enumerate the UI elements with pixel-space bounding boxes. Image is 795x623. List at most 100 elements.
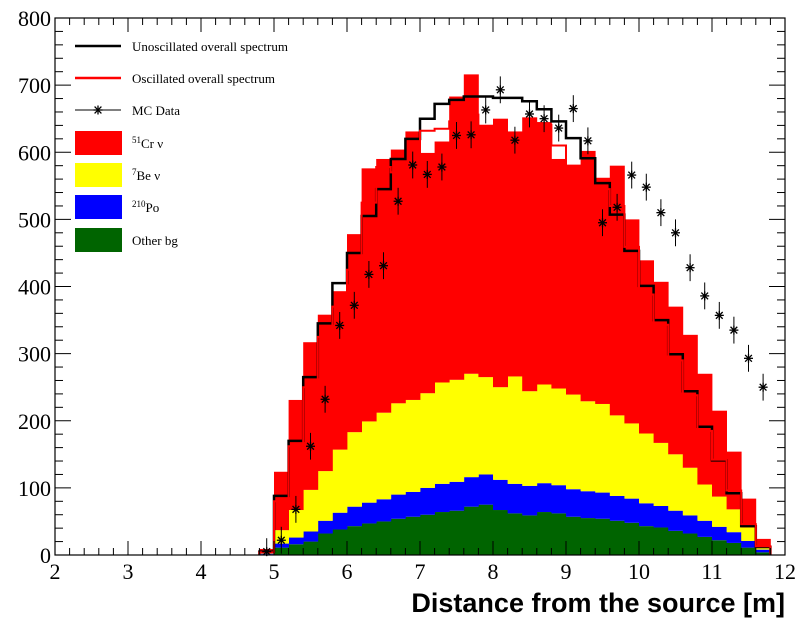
mc-data-point-28 xyxy=(671,219,680,247)
bar-51cr--15 xyxy=(478,124,494,378)
y-tick-label-800: 800 xyxy=(18,6,51,31)
mc-data-point-4 xyxy=(320,385,330,413)
legend-label-6: Other bg xyxy=(132,233,178,248)
mc-data-point-18 xyxy=(525,100,534,128)
legend-label-1: Oscillated overall spectrum xyxy=(132,71,275,86)
bar-7be--25 xyxy=(624,423,640,499)
bar-51cr--2 xyxy=(288,399,304,511)
bar-other-bg-3 xyxy=(303,541,319,555)
bar-7be--3 xyxy=(303,489,319,532)
bar-51cr--28 xyxy=(668,306,684,455)
bar-51cr--22 xyxy=(580,150,596,402)
bar-7be--14 xyxy=(463,373,479,478)
bar-210po-28 xyxy=(668,510,684,531)
mc-data-point-34 xyxy=(758,373,768,401)
bar-51cr--29 xyxy=(682,334,698,468)
bar-other-bg-33 xyxy=(741,547,757,555)
bar-210po-27 xyxy=(653,505,669,528)
bar-other-bg-7 xyxy=(361,523,377,555)
bar-7be--23 xyxy=(595,403,611,493)
mc-data-point-32 xyxy=(729,316,739,344)
bar-51cr--24 xyxy=(609,165,625,416)
bar-51cr--10 xyxy=(405,131,421,400)
legend-label-3: 51Cr ν xyxy=(132,135,163,151)
bar-210po-13 xyxy=(449,481,465,511)
y-tick-label-600: 600 xyxy=(18,140,51,165)
bar-51cr--16 xyxy=(493,118,508,388)
bar-210po-18 xyxy=(522,485,538,516)
mc-data-point-8 xyxy=(379,252,388,280)
legend-swatch-5 xyxy=(75,195,122,219)
bar-210po-32 xyxy=(726,532,742,543)
bar-210po-5 xyxy=(332,512,348,530)
bar-210po-9 xyxy=(390,494,406,519)
bar-7be--9 xyxy=(390,403,406,495)
x-tick-label-9: 9 xyxy=(561,559,572,584)
mc-data-point-33 xyxy=(744,344,753,372)
legend-item-4: 7Be ν xyxy=(75,163,160,187)
mc-data-point-11 xyxy=(422,160,432,188)
bar-51cr--23 xyxy=(595,177,611,404)
bar-other-bg-12 xyxy=(434,512,450,555)
bar-210po-25 xyxy=(624,498,640,523)
bar-7be--33 xyxy=(741,527,757,541)
stacked-histogram xyxy=(259,74,771,555)
mc-data-point-26 xyxy=(641,173,651,201)
bar-other-bg-13 xyxy=(449,510,465,555)
bar-other-bg-11 xyxy=(420,514,435,555)
bar-7be--21 xyxy=(566,394,581,490)
bar-7be--8 xyxy=(376,412,392,500)
bar-210po-7 xyxy=(361,502,377,524)
bar-210po-34 xyxy=(755,549,771,553)
bar-other-bg-26 xyxy=(639,526,654,555)
bar-7be--29 xyxy=(682,467,698,516)
bar-7be--19 xyxy=(536,384,552,484)
x-tick-label-2: 2 xyxy=(50,559,61,584)
bar-210po-15 xyxy=(478,474,494,505)
bar-other-bg-30 xyxy=(697,536,713,555)
bar-210po-11 xyxy=(420,487,435,515)
bar-7be--11 xyxy=(420,393,435,488)
bar-51cr--12 xyxy=(434,141,450,383)
bar-210po-8 xyxy=(376,499,392,522)
bar-other-bg-2 xyxy=(288,544,304,555)
bar-210po-24 xyxy=(609,495,625,521)
y-tick-label-400: 400 xyxy=(18,275,51,300)
bar-210po-6 xyxy=(347,506,362,527)
axes: 2 3 4 5 6 7 8 9 10 11 12 0 100 200 300 400 500 600 700 800 xyxy=(18,6,795,584)
bar-7be--5 xyxy=(332,449,348,513)
bar-other-bg-4 xyxy=(317,533,333,555)
bar-51cr--3 xyxy=(303,342,319,490)
y-tick-label-200: 200 xyxy=(18,409,51,434)
bar-7be--2 xyxy=(288,510,304,538)
bar-210po-20 xyxy=(551,485,567,514)
mc-data-point-5 xyxy=(335,312,345,339)
mc-data-point-3 xyxy=(306,432,315,460)
x-tick-label-8: 8 xyxy=(488,559,499,584)
bar-other-bg-6 xyxy=(347,526,362,555)
bar-210po-30 xyxy=(697,520,713,537)
mc-data-point-12 xyxy=(437,153,447,181)
bar-other-bg-28 xyxy=(668,530,684,555)
bar-210po-10 xyxy=(405,491,421,517)
bar-other-bg-22 xyxy=(580,518,596,555)
mc-data-point-15 xyxy=(481,96,491,124)
bar-51cr--14 xyxy=(463,74,479,374)
bar-7be--12 xyxy=(434,382,450,484)
legend-swatch-4 xyxy=(75,163,122,187)
mc-data-point-24 xyxy=(612,193,622,221)
mc-data-point-1 xyxy=(276,526,286,554)
bar-51cr--31 xyxy=(712,410,727,497)
bar-other-bg-23 xyxy=(595,518,611,555)
bar-7be--32 xyxy=(726,509,742,533)
bar-51cr--33 xyxy=(741,498,757,528)
bar-210po-17 xyxy=(507,483,523,514)
bar-51cr--13 xyxy=(449,96,465,380)
y-tick-label-300: 300 xyxy=(18,342,51,367)
bar-7be--6 xyxy=(347,432,362,507)
y-tick-label-500: 500 xyxy=(18,207,51,232)
mc-data-point-25 xyxy=(627,161,637,189)
bar-other-bg-15 xyxy=(478,504,494,555)
bar-210po-21 xyxy=(566,489,581,517)
bar-51cr--26 xyxy=(639,260,654,434)
